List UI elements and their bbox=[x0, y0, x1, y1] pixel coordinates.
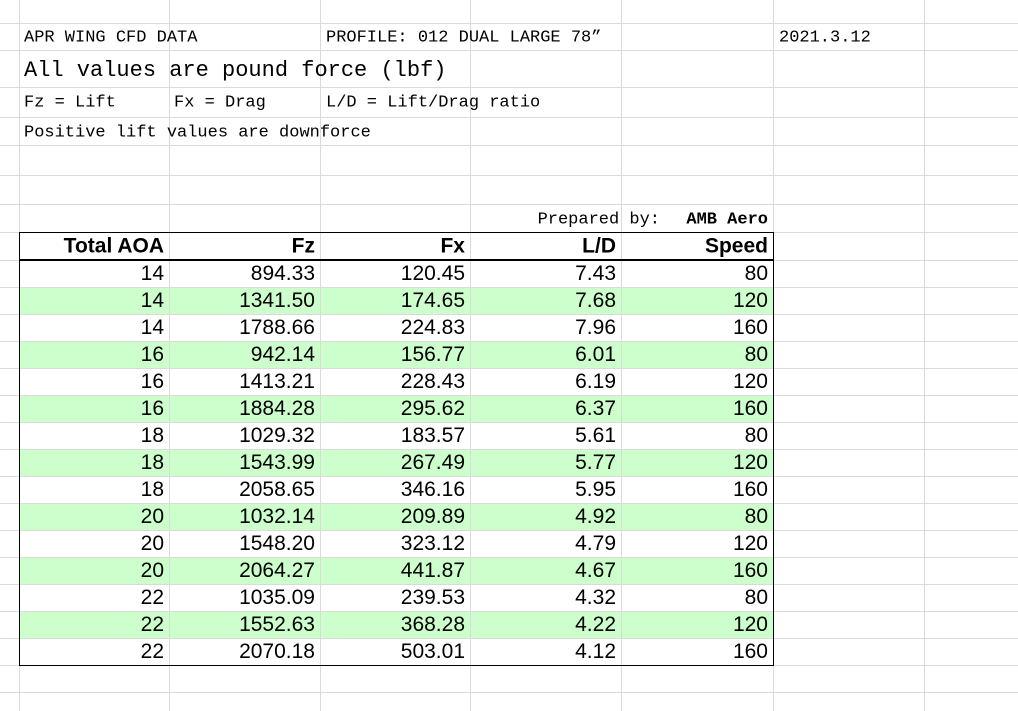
table-cell: 174.65 bbox=[401, 289, 465, 312]
table-cell: 4.32 bbox=[575, 586, 616, 609]
table-cell: 120.45 bbox=[401, 262, 465, 285]
table-border bbox=[19, 232, 774, 666]
table-cell: 80 bbox=[745, 424, 768, 447]
table-cell: 1341.50 bbox=[239, 289, 315, 312]
table-cell: 295.62 bbox=[401, 397, 465, 420]
table-cell: 160 bbox=[733, 316, 768, 339]
table-cell: 160 bbox=[733, 559, 768, 582]
table-cell: 183.57 bbox=[401, 424, 465, 447]
table-cell: 14 bbox=[141, 289, 165, 312]
table-cell: 18 bbox=[141, 451, 164, 474]
table-cell: 4.92 bbox=[575, 505, 616, 528]
table-cell: 4.22 bbox=[575, 613, 616, 636]
table-cell: 267.49 bbox=[401, 451, 465, 474]
table-cell: 368.28 bbox=[401, 613, 465, 636]
table-cell: 7.96 bbox=[575, 316, 616, 339]
profile: PROFILE: 012 DUAL LARGE 78” bbox=[326, 28, 601, 47]
table-cell: 160 bbox=[733, 640, 768, 663]
table-cell: 4.67 bbox=[575, 559, 616, 582]
table-cell: 14 bbox=[141, 262, 165, 285]
table-cell: 6.01 bbox=[575, 343, 616, 366]
table-cell: 4.79 bbox=[575, 532, 616, 555]
table-cell: 120 bbox=[733, 451, 768, 474]
row-stripe bbox=[19, 287, 773, 314]
table-cell: 22 bbox=[141, 586, 164, 609]
table-cell: 6.19 bbox=[575, 370, 616, 393]
table-cell: 209.89 bbox=[401, 505, 465, 528]
table-cell: 5.61 bbox=[575, 424, 616, 447]
table-cell: 1543.99 bbox=[239, 451, 315, 474]
table-cell: 2058.65 bbox=[239, 478, 315, 501]
table-cell: 80 bbox=[745, 343, 768, 366]
table-cell: 16 bbox=[141, 397, 164, 420]
table-cell: 1413.21 bbox=[239, 370, 315, 393]
row-stripe bbox=[19, 557, 773, 584]
table-cell: 1029.32 bbox=[239, 424, 315, 447]
table-cell: 346.16 bbox=[401, 478, 465, 501]
prepared-label: Prepared by: bbox=[538, 210, 660, 229]
table-cell: 22 bbox=[141, 613, 164, 636]
table-cell: 224.83 bbox=[401, 316, 465, 339]
table-cell: 80 bbox=[745, 505, 768, 528]
column-header: Speed bbox=[705, 235, 768, 258]
table-cell: 1788.66 bbox=[239, 316, 315, 339]
sign-note: Positive lift values are downforce bbox=[24, 123, 371, 142]
column-header: Total AOA bbox=[64, 235, 164, 258]
table-cell: 120 bbox=[733, 289, 768, 312]
legend-item: Fx = Drag bbox=[174, 93, 266, 112]
table-cell: 503.01 bbox=[401, 640, 465, 663]
table-cell: 16 bbox=[141, 343, 164, 366]
table-cell: 2064.27 bbox=[239, 559, 315, 582]
sheet-title: APR WING CFD DATA bbox=[24, 28, 198, 47]
table-cell: 2070.18 bbox=[239, 640, 315, 663]
table-cell: 1552.63 bbox=[239, 613, 315, 636]
column-header: Fx bbox=[440, 235, 465, 258]
table-cell: 160 bbox=[733, 397, 768, 420]
row-stripe bbox=[19, 611, 773, 638]
legend-item: Fz = Lift bbox=[24, 93, 116, 112]
table-cell: 80 bbox=[745, 586, 768, 609]
table-cell: 894.33 bbox=[251, 262, 315, 285]
table-cell: 14 bbox=[141, 316, 165, 339]
legend-item: L/D = Lift/Drag ratio bbox=[326, 93, 540, 112]
table-cell: 120 bbox=[733, 613, 768, 636]
table-cell: 22 bbox=[141, 640, 164, 663]
table-cell: 20 bbox=[141, 559, 164, 582]
table-cell: 120 bbox=[733, 370, 768, 393]
table-cell: 228.43 bbox=[401, 370, 465, 393]
column-header: L/D bbox=[582, 235, 616, 258]
row-stripe bbox=[19, 503, 773, 530]
table-cell: 20 bbox=[141, 532, 164, 555]
table-cell: 5.77 bbox=[575, 451, 616, 474]
units-note: All values are pound force (lbf) bbox=[24, 58, 446, 83]
table-cell: 4.12 bbox=[575, 640, 616, 663]
table-cell: 120 bbox=[733, 532, 768, 555]
table-cell: 18 bbox=[141, 478, 164, 501]
table-cell: 1884.28 bbox=[239, 397, 315, 420]
row-stripe bbox=[19, 341, 773, 368]
row-stripe bbox=[19, 395, 773, 422]
table-cell: 1548.20 bbox=[239, 532, 315, 555]
table-cell: 80 bbox=[745, 262, 768, 285]
table-cell: 441.87 bbox=[401, 559, 465, 582]
table-cell: 18 bbox=[141, 424, 164, 447]
table-cell: 1032.14 bbox=[239, 505, 315, 528]
prepared-name: AMB Aero bbox=[686, 210, 768, 229]
table-cell: 20 bbox=[141, 505, 164, 528]
table-cell: 5.95 bbox=[575, 478, 616, 501]
table-cell: 7.43 bbox=[575, 262, 616, 285]
table-cell: 239.53 bbox=[401, 586, 465, 609]
table-cell: 1035.09 bbox=[239, 586, 315, 609]
table-cell: 7.68 bbox=[575, 289, 616, 312]
table-cell: 6.37 bbox=[575, 397, 616, 420]
table-cell: 942.14 bbox=[251, 343, 316, 366]
table-cell: 16 bbox=[141, 370, 164, 393]
table-cell: 156.77 bbox=[401, 343, 465, 366]
table-cell: 323.12 bbox=[401, 532, 465, 555]
date: 2021.3.12 bbox=[779, 28, 871, 47]
column-header: Fz bbox=[292, 235, 315, 258]
row-stripe bbox=[19, 449, 773, 476]
table-cell: 160 bbox=[733, 478, 768, 501]
